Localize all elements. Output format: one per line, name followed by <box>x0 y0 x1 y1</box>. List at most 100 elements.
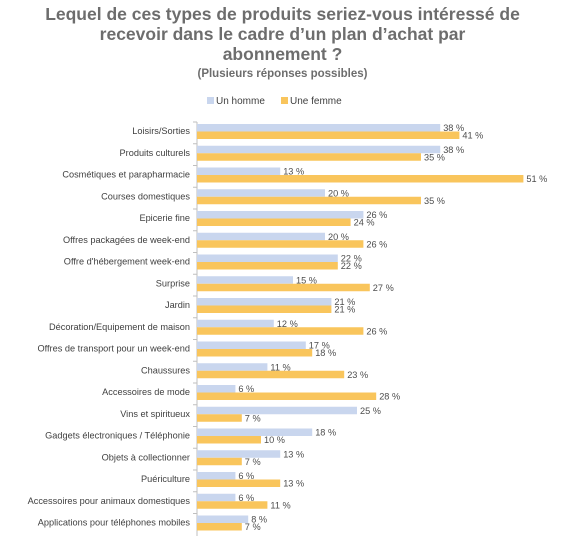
bar-femme <box>197 327 364 335</box>
category-label: Produits culturels <box>120 148 191 158</box>
bar-femme <box>197 501 268 509</box>
category-label: Offre d'hébergement week-end <box>64 257 190 267</box>
bar-homme <box>197 298 332 306</box>
bar-femme <box>197 153 421 161</box>
category-label: Cosmétiques et parapharmacie <box>62 170 190 180</box>
category-label: Jardin <box>165 300 190 310</box>
data-label-homme: 18 % <box>315 428 336 438</box>
data-label-femme: 26 % <box>366 326 387 336</box>
bar-homme <box>197 232 325 241</box>
bar-femme <box>197 305 332 313</box>
category-label: Vins et spiritueux <box>120 409 190 419</box>
data-label-femme: 35 % <box>424 196 445 206</box>
data-label-homme: 13 % <box>283 449 304 459</box>
bar-homme <box>197 276 293 284</box>
bar-femme <box>197 479 281 487</box>
data-label-homme: 38 % <box>443 123 464 133</box>
data-label-femme: 7 % <box>245 457 261 467</box>
data-label-homme: 8 % <box>251 515 267 525</box>
bar-homme <box>197 493 236 502</box>
data-label-femme: 22 % <box>341 261 362 271</box>
category-label: Surprise <box>156 278 190 288</box>
legend-label-homme: Un homme <box>216 96 265 107</box>
category-label: Applications pour téléphones mobiles <box>38 518 191 528</box>
data-label-femme: 24 % <box>354 218 375 228</box>
bar-femme <box>197 175 524 183</box>
data-label-femme: 7 % <box>245 413 261 423</box>
data-label-homme: 38 % <box>443 145 464 155</box>
category-label: Loisirs/Sorties <box>132 126 190 136</box>
bar-homme <box>197 406 357 415</box>
category-label: Puériculture <box>141 474 190 484</box>
data-label-femme: 23 % <box>347 370 368 380</box>
data-label-femme: 26 % <box>366 239 387 249</box>
data-label-homme: 17 % <box>309 341 330 351</box>
category-label: Offres packagées de week-end <box>63 235 190 245</box>
chart-title: Lequel de ces types de produits seriez-v… <box>0 4 565 64</box>
bar-homme <box>197 363 268 371</box>
bar-homme <box>197 319 274 328</box>
category-label: Courses domestiques <box>101 191 190 201</box>
data-label-femme: 7 % <box>245 522 261 532</box>
bar-homme <box>197 472 236 480</box>
bar-femme <box>197 240 364 248</box>
bar-femme <box>197 370 345 379</box>
bar-homme <box>197 124 441 132</box>
data-label-homme: 26 % <box>366 210 387 220</box>
data-label-homme: 6 % <box>238 384 254 394</box>
bar-femme <box>197 436 261 444</box>
data-label-homme: 6 % <box>238 493 254 503</box>
bar-homme <box>197 428 313 436</box>
chart-title-line-3: abonnement ? <box>222 44 343 64</box>
category-label: Objets à collectionner <box>102 452 190 462</box>
bar-homme <box>197 450 281 458</box>
data-label-femme: 10 % <box>264 435 285 445</box>
data-label-femme: 11 % <box>270 500 290 510</box>
bar-femme <box>197 457 242 466</box>
data-label-femme: 28 % <box>379 392 400 402</box>
bar-homme <box>197 145 441 154</box>
category-label: Décoration/Equipement de maison <box>49 322 190 332</box>
bar-homme <box>197 515 249 523</box>
category-label: Accessoires pour animaux domestiques <box>28 496 191 506</box>
chart-title-line-1: Lequel de ces types de produits seriez-v… <box>45 4 520 24</box>
data-label-homme: 6 % <box>238 471 254 481</box>
bar-homme <box>197 385 236 393</box>
bar-femme <box>197 523 242 531</box>
data-label-femme: 13 % <box>283 479 304 489</box>
data-label-homme: 21 % <box>334 297 355 307</box>
data-label-femme: 18 % <box>315 348 336 358</box>
data-label-femme: 51 % <box>526 174 547 184</box>
bar-femme <box>197 262 338 270</box>
bar-homme <box>197 341 306 349</box>
data-label-homme: 22 % <box>341 254 362 264</box>
data-label-homme: 15 % <box>296 275 317 285</box>
data-label-femme: 41 % <box>462 131 483 141</box>
bar-homme <box>197 254 338 262</box>
legend-swatch-homme <box>207 97 214 104</box>
data-label-homme: 25 % <box>360 406 381 416</box>
bar-femme <box>197 414 242 422</box>
legend-label-femme: Une femme <box>290 96 342 107</box>
chart-title-line-2: recevoir dans le cadre d’un plan d’achat… <box>99 24 466 44</box>
data-label-homme: 12 % <box>277 319 298 329</box>
data-label-femme: 21 % <box>334 305 355 315</box>
data-label-femme: 35 % <box>424 152 445 162</box>
data-label-homme: 13 % <box>283 167 304 177</box>
category-label: Chaussures <box>141 365 190 375</box>
bar-femme <box>197 218 351 226</box>
category-label: Gadgets électroniques / Téléphonie <box>45 431 190 441</box>
bar-homme <box>197 211 364 219</box>
bar-femme <box>197 196 421 205</box>
category-label: Accessoires de mode <box>102 387 190 397</box>
data-label-femme: 27 % <box>373 283 394 293</box>
legend-swatch-femme <box>281 97 288 104</box>
bar-femme <box>197 131 460 139</box>
bar-femme <box>197 349 313 357</box>
bar-homme <box>197 189 325 197</box>
category-label: Offres de transport pour un week-end <box>37 344 190 354</box>
category-label: Epicerie fine <box>139 213 190 223</box>
bar-femme <box>197 283 370 292</box>
data-label-homme: 20 % <box>328 232 349 242</box>
